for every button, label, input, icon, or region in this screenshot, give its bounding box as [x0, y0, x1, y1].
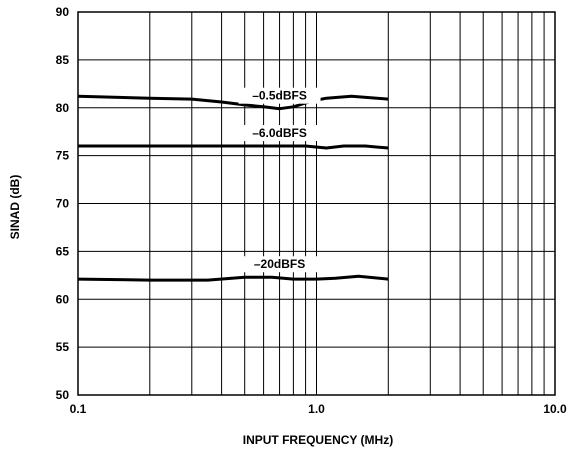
- series-label-1: –0.5dBFS: [252, 89, 307, 103]
- series-label-background: [238, 256, 321, 273]
- y-tick-label: 65: [56, 244, 70, 258]
- x-axis-title: INPUT FREQUENCY (MHz): [243, 433, 393, 447]
- series-line-3: [77, 274, 389, 282]
- y-tick-label: 75: [56, 149, 70, 163]
- series-label-3: –20dBFS: [254, 257, 305, 271]
- y-tick-label: 55: [56, 340, 70, 354]
- x-tick-label: 0.1: [70, 402, 87, 416]
- series-label-2: –6.0dBFS: [252, 126, 307, 140]
- series-line-1: [77, 94, 389, 111]
- tick-labels: 50 55 60 65 70 75 80 85 90 0.1 1.0 10.0: [56, 5, 567, 416]
- series-lines: –0.5dBFS –6.0dBFS –20dBFS: [77, 87, 389, 282]
- y-tick-label: 80: [56, 101, 70, 115]
- series-label-background: [238, 87, 321, 104]
- series-line-2: [78, 144, 389, 150]
- y-tick-label: 90: [56, 5, 70, 19]
- y-axis-title: SINAD (dB): [8, 175, 22, 240]
- y-tick-label: 50: [56, 388, 70, 402]
- grid: [77, 11, 556, 396]
- x-tick-label: 1.0: [308, 402, 325, 416]
- y-tick-label: 60: [56, 292, 70, 306]
- x-tick-label: 10.0: [543, 402, 567, 416]
- plot-frame: [77, 11, 556, 396]
- y-tick-label: 85: [56, 53, 70, 67]
- y-tick-label: 70: [56, 197, 70, 211]
- series-label-background: [238, 125, 321, 142]
